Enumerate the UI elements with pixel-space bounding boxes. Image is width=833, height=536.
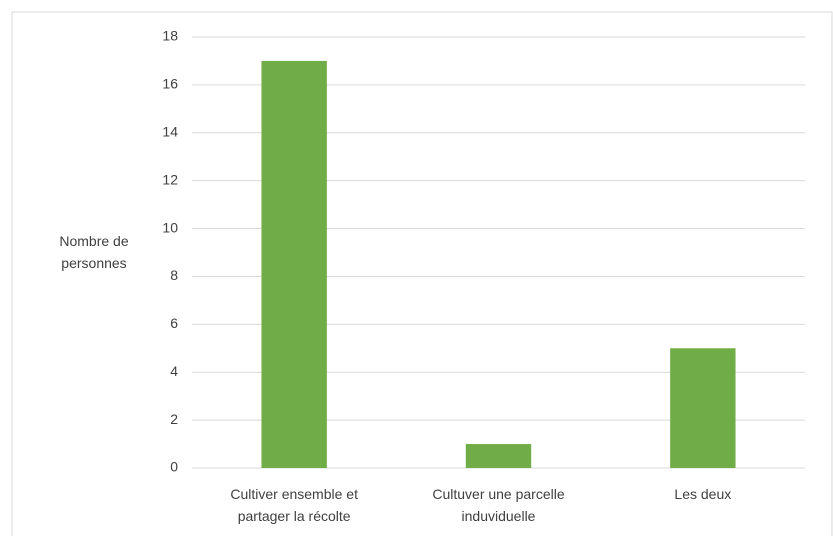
y-tick-label: 0 [170, 459, 178, 475]
y-tick-label: 6 [170, 315, 178, 331]
bar [261, 60, 327, 468]
x-tick-label: Cultuver une parcelle induviduelle [432, 486, 565, 524]
y-tick-label: 2 [170, 411, 178, 427]
y-tick-label: 14 [162, 123, 178, 139]
y-tick-label: 18 [162, 28, 178, 44]
x-tick-label: Les deux [674, 486, 732, 502]
y-tick-label: 12 [162, 171, 178, 187]
x-tick-label: Cultiver ensemble et partager la récolte [230, 486, 358, 524]
y-tick-label: 10 [162, 219, 178, 235]
y-axis-label: Nombre de personnes [59, 233, 129, 271]
bar [670, 348, 736, 468]
y-tick-label: 8 [170, 267, 178, 283]
y-tick-label: 4 [170, 363, 178, 379]
y-tick-label: 16 [162, 76, 178, 92]
bar [465, 444, 532, 468]
